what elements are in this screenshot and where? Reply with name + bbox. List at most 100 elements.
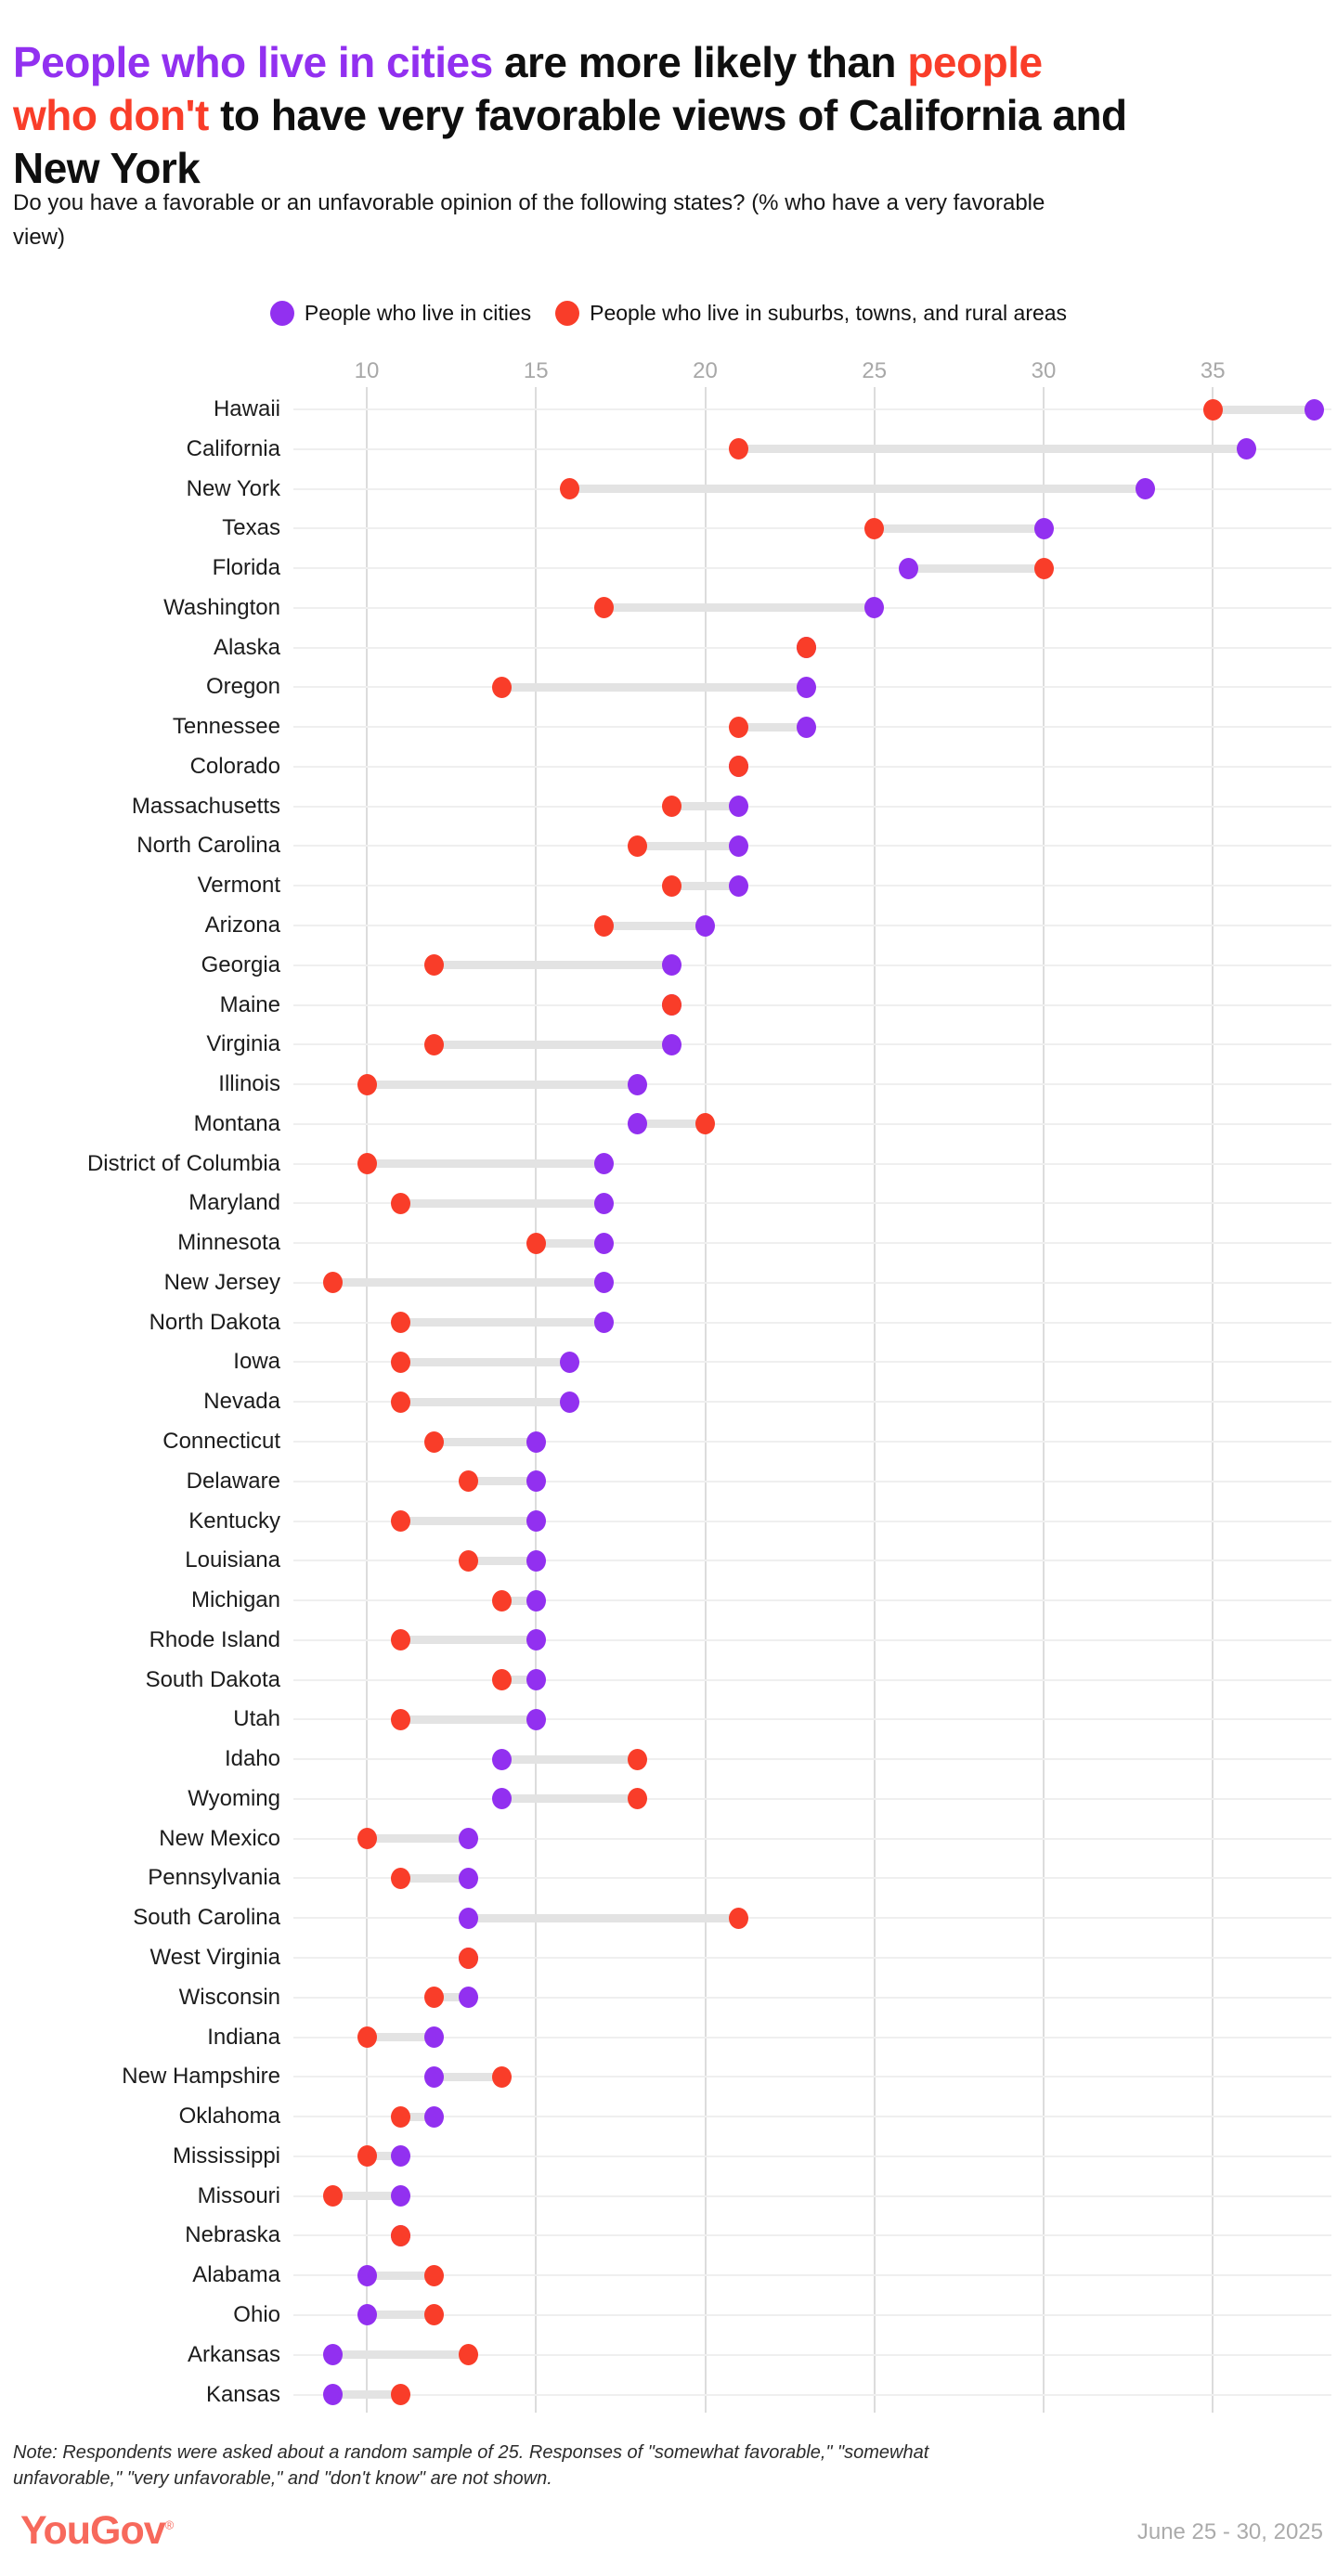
rural-dot — [593, 914, 614, 937]
connector-bar — [332, 2192, 401, 2201]
state-label: Indiana — [207, 2024, 280, 2050]
rural-dot — [390, 1510, 410, 1533]
row-line — [293, 1917, 1331, 1920]
legend-dot-icon — [269, 300, 294, 326]
cities-dot — [1305, 398, 1325, 421]
rural-dot — [458, 1470, 478, 1493]
row-line — [293, 567, 1331, 570]
rural-dot — [1033, 557, 1054, 579]
connector-bar — [908, 563, 1044, 573]
row-line — [293, 1996, 1331, 1999]
connector-bar — [367, 1159, 604, 1169]
subtitle: Do you have a favorable or an unfavorabl… — [13, 186, 1328, 254]
connector-bar — [400, 1318, 604, 1327]
row-line — [293, 1242, 1331, 1245]
row-line — [293, 1480, 1331, 1482]
rural-dot — [424, 2264, 445, 2286]
rural-dot — [357, 1153, 377, 1175]
row-line — [293, 408, 1331, 410]
cities-dot — [628, 1113, 648, 1135]
rural-dot — [729, 716, 749, 738]
row-line — [293, 1281, 1331, 1284]
cities-dot — [797, 716, 817, 738]
cities-dot — [424, 2026, 445, 2049]
x-grid-line — [704, 387, 707, 2413]
footnote: Note: Respondents were asked about a ran… — [13, 2440, 1276, 2492]
state-label: West Virginia — [149, 1945, 280, 1971]
state-label: Iowa — [233, 1349, 280, 1375]
rural-dot — [729, 438, 749, 460]
cities-dot — [593, 1192, 614, 1214]
rural-dot — [424, 1033, 445, 1055]
connector-bar — [367, 2311, 435, 2320]
cities-dot — [526, 1430, 546, 1453]
row-line — [293, 527, 1331, 530]
x-tick-label: 10 — [354, 358, 380, 383]
cities-dot — [661, 1033, 681, 1055]
connector-bar — [637, 841, 739, 850]
rural-dot — [661, 874, 681, 897]
rural-dot — [390, 1351, 410, 1373]
rural-dot — [357, 1828, 377, 1850]
connector-bar — [400, 1873, 469, 1883]
cities-dot — [390, 2145, 410, 2168]
row-line — [293, 845, 1331, 848]
legend-label: People who live in cities — [304, 300, 532, 325]
row-line — [293, 1361, 1331, 1364]
state-label: Colorado — [189, 753, 280, 779]
state-label: Oregon — [205, 674, 280, 700]
connector-bar — [434, 961, 672, 970]
connector-bar — [434, 2072, 502, 2081]
state-label: Massachusetts — [131, 793, 280, 819]
x-grid-line — [366, 387, 368, 2413]
rural-dot — [628, 1788, 648, 1810]
cities-dot — [593, 1312, 614, 1334]
connector-bar — [604, 921, 706, 930]
rural-dot — [560, 478, 580, 500]
state-label: Michigan — [190, 1587, 280, 1613]
connector-bar — [400, 1397, 570, 1406]
connector-bar — [501, 1754, 638, 1764]
row-line — [293, 1599, 1331, 1602]
state-label: North Dakota — [149, 1309, 280, 1335]
row-line — [293, 1837, 1331, 1840]
cities-dot — [492, 1788, 513, 1810]
connector-bar — [874, 524, 1044, 533]
connector-bar — [501, 1676, 537, 1685]
rural-dot — [424, 2304, 445, 2326]
rural-dot — [390, 1629, 410, 1651]
state-label: Pennsylvania — [148, 1865, 280, 1891]
rural-dot — [357, 2026, 377, 2049]
connector-bar — [367, 1080, 638, 1089]
connector-bar — [367, 2152, 401, 2161]
rural-dot — [357, 2145, 377, 2168]
title-segment: people — [907, 37, 1043, 86]
title-segment: are more likely than — [492, 37, 908, 86]
rural-dot — [492, 676, 513, 698]
state-label: Delaware — [186, 1468, 280, 1494]
state-label: Montana — [193, 1110, 280, 1136]
cities-dot — [628, 1073, 648, 1095]
rural-dot — [526, 1232, 546, 1254]
cities-dot — [526, 1669, 546, 1691]
cities-dot — [526, 1549, 546, 1572]
state-label: Ohio — [233, 2301, 280, 2327]
cities-dot — [593, 1232, 614, 1254]
connector-bar — [434, 1437, 537, 1446]
rural-dot — [323, 2185, 344, 2207]
cities-dot — [1135, 478, 1155, 500]
row-line — [293, 2274, 1331, 2277]
cities-dot — [357, 2264, 377, 2286]
row-line — [293, 2194, 1331, 2197]
connector-bar — [400, 1357, 570, 1366]
state-label: New Jersey — [163, 1269, 280, 1295]
state-label: California — [186, 435, 280, 461]
page-title: People who live in cities are more likel… — [13, 36, 1328, 195]
row-line — [293, 1638, 1331, 1641]
connector-bar — [536, 1238, 604, 1248]
cities-dot — [424, 2065, 445, 2088]
cities-dot — [458, 1867, 478, 1889]
row-line — [293, 2036, 1331, 2039]
state-label: Illinois — [218, 1071, 280, 1097]
rural-dot — [492, 1669, 513, 1691]
